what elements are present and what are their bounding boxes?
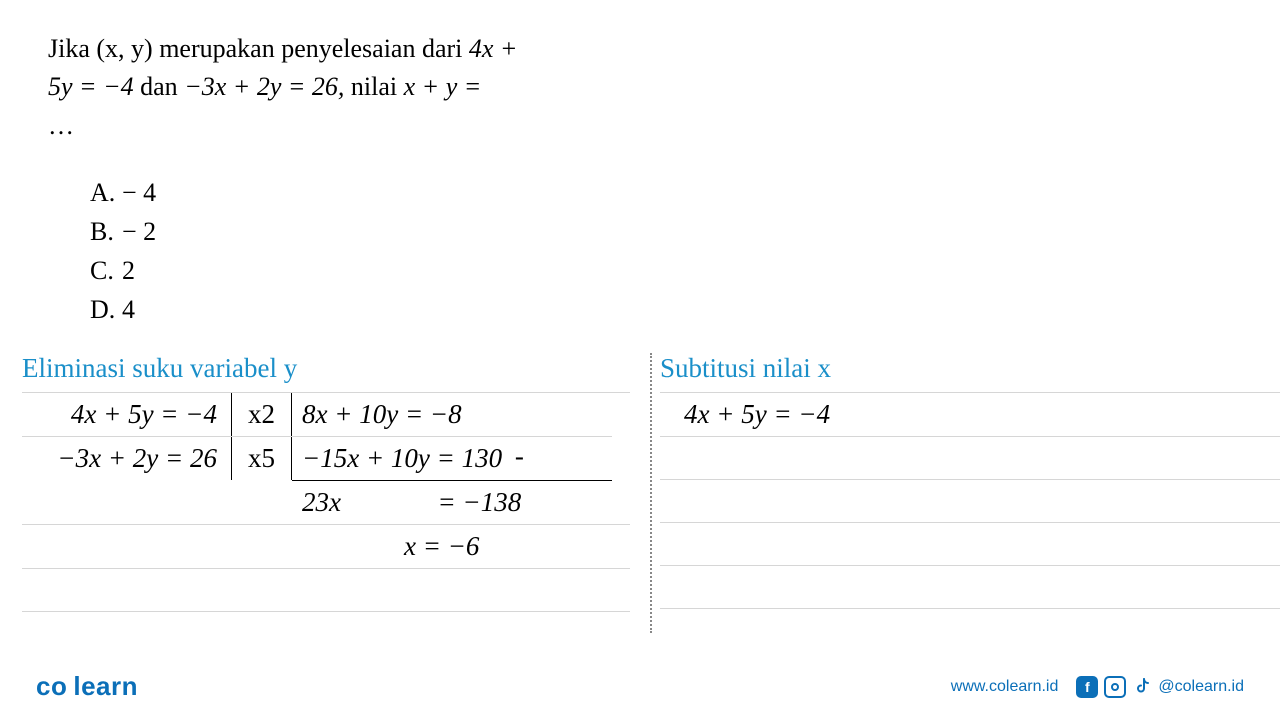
option-value: 2 xyxy=(122,256,135,285)
option-value: − 4 xyxy=(122,178,156,207)
result-rule xyxy=(292,480,612,481)
result-rhs: = −138 xyxy=(438,487,522,517)
work-area: Eliminasi suku variabel y 4x + 5y = −4 x… xyxy=(0,353,1280,612)
vertical-divider xyxy=(650,353,652,633)
facebook-icon: f xyxy=(1076,676,1098,698)
elimination-column: Eliminasi suku variabel y 4x + 5y = −4 x… xyxy=(0,353,630,612)
logo-part-co: co xyxy=(36,671,67,701)
spacer xyxy=(22,480,292,481)
footer: colearn www.colearn.id f @colearn.id xyxy=(0,671,1280,702)
q-math: 4x + xyxy=(469,34,518,63)
substitution-heading: Subtitusi nilai x xyxy=(660,353,1280,384)
option-value: 4 xyxy=(122,295,135,324)
substitution-column: Subtitusi nilai x 4x + 5y = −4 xyxy=(630,353,1280,612)
result-line-2: x = −6 xyxy=(22,525,630,568)
option-d: D.4 xyxy=(90,290,1232,329)
heading-text: Subtitusi nilai x xyxy=(660,353,831,383)
social-handle: @colearn.id xyxy=(1158,678,1244,696)
option-b: B.− 2 xyxy=(90,212,1232,251)
q-part: nilai xyxy=(344,72,403,101)
q-part: Jika (x, y) merupakan penyelesaian dari xyxy=(48,34,469,63)
result-line-1: 23x = −138 xyxy=(22,481,630,524)
question-text: Jika (x, y) merupakan penyelesaian dari … xyxy=(48,30,1232,145)
elimination-grid: 4x + 5y = −4 x2 8x + 10y = −8 −3x + 2y =… xyxy=(22,393,630,481)
question-block: Jika (x, y) merupakan penyelesaian dari … xyxy=(0,0,1280,339)
heading-text: Eliminasi suku variabel y xyxy=(22,353,297,383)
option-letter: A. xyxy=(90,173,122,212)
options-list: A.− 4 B.− 2 C.2 D.4 xyxy=(48,173,1232,329)
option-c: C.2 xyxy=(90,251,1232,290)
subst-text: 4x + 5y = −4 xyxy=(684,399,830,429)
option-a: A.− 4 xyxy=(90,173,1232,212)
eq2-scaled: −15x + 10y = 130 - xyxy=(292,437,612,480)
elimination-heading: Eliminasi suku variabel y xyxy=(22,353,630,384)
eq2-original: −3x + 2y = 26 xyxy=(22,437,232,480)
q-part: dan xyxy=(134,72,185,101)
option-letter: D. xyxy=(90,290,122,329)
result-lhs: 23x xyxy=(302,487,364,518)
eq1-original: 4x + 5y = −4 xyxy=(22,393,232,436)
q-math: −3x + 2y = 26, xyxy=(184,72,344,101)
rule xyxy=(660,608,1280,609)
q-math: x + y = xyxy=(404,72,482,101)
social-icons: f @colearn.id xyxy=(1076,676,1244,698)
instagram-icon xyxy=(1104,676,1126,698)
rule xyxy=(22,611,630,612)
option-letter: C. xyxy=(90,251,122,290)
q-dots: … xyxy=(48,107,1232,145)
brand-logo: colearn xyxy=(36,671,138,702)
footer-right: www.colearn.id f @colearn.id xyxy=(951,676,1244,698)
result-x: x = −6 xyxy=(404,531,479,561)
option-letter: B. xyxy=(90,212,122,251)
option-value: − 2 xyxy=(122,217,156,246)
eq2-multiplier: x5 xyxy=(232,437,292,480)
website-url: www.colearn.id xyxy=(951,678,1059,696)
q-math: 5y = −4 xyxy=(48,72,134,101)
eq1-scaled: 8x + 10y = −8 xyxy=(292,393,612,436)
substitution-eq: 4x + 5y = −4 xyxy=(660,393,1280,436)
subtract-indicator: - xyxy=(515,441,524,471)
tiktok-icon xyxy=(1132,676,1152,698)
eq1-multiplier: x2 xyxy=(232,393,292,436)
logo-part-learn: learn xyxy=(73,671,138,701)
